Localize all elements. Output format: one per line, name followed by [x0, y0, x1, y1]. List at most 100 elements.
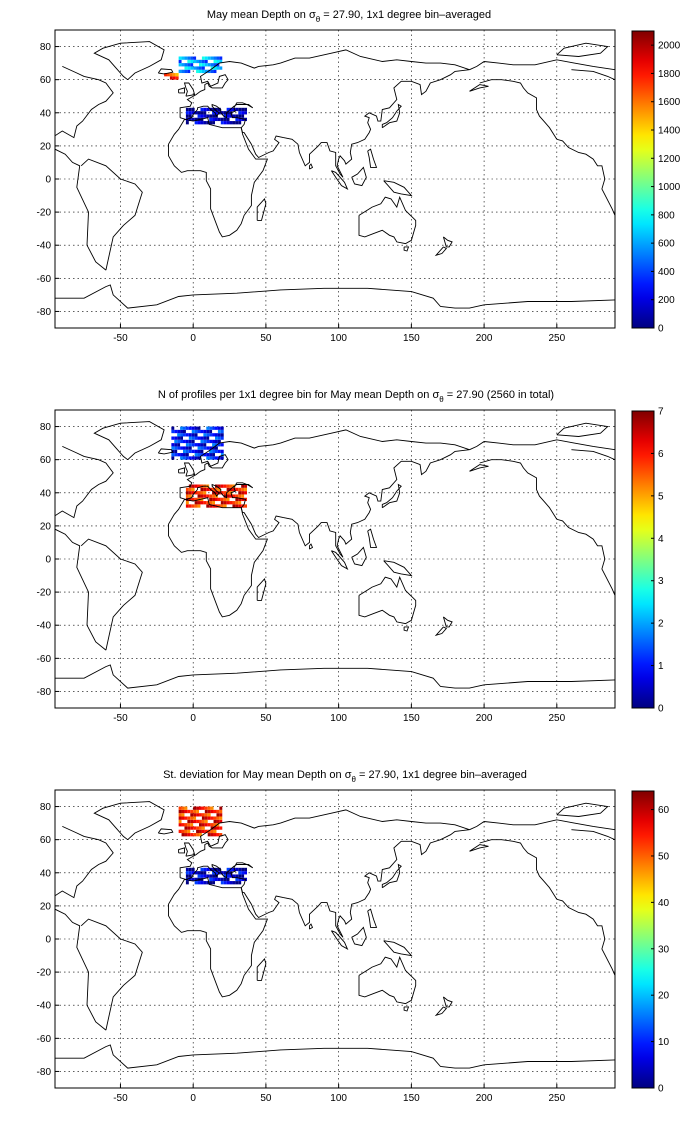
data-cell: [216, 819, 220, 824]
colorbar-tick-label: 0: [658, 324, 664, 335]
data-cell: [197, 881, 201, 885]
data-cell: [200, 443, 204, 447]
data-cell: [215, 433, 218, 437]
data-cell: [197, 436, 201, 440]
title-text: May mean Depth on σ: [207, 9, 316, 21]
data-cell: [212, 443, 215, 447]
data-cell: [226, 117, 230, 122]
data-cell: [232, 874, 236, 878]
data-cell: [187, 819, 191, 824]
coastline: [93, 421, 165, 461]
data-cell: [199, 66, 202, 70]
panel-depth-svg: May mean Depth on σθ = 27.90, 1x1 degree…: [37, 9, 681, 344]
data-cell: [204, 806, 208, 810]
data-cell: [190, 816, 194, 820]
data-cell: [229, 121, 233, 125]
y-tick-label: -40: [37, 1001, 52, 1012]
data-cell: [212, 494, 215, 498]
x-tick-label: 100: [330, 333, 347, 344]
data-cell: [220, 433, 224, 437]
x-tick-label: 0: [190, 333, 196, 344]
data-cell: [187, 56, 191, 60]
data-cell: [185, 439, 189, 444]
data-cell: [197, 491, 201, 495]
data-cell: [219, 833, 223, 837]
data-cell: [185, 881, 189, 885]
y-tick-label: 80: [40, 422, 52, 433]
data-cell: [207, 809, 211, 814]
coastline: [309, 923, 314, 930]
data-cell: [209, 494, 213, 498]
data-cell: [203, 114, 207, 118]
coastline: [157, 828, 174, 835]
data-cell: [183, 426, 186, 430]
panel-stdev-svg: St. deviation for May mean Depth on σθ =…: [37, 769, 670, 1104]
data-cell: [212, 439, 215, 444]
data-cell: [212, 504, 215, 508]
data-cell: [177, 433, 181, 437]
y-tick-label: 60: [40, 75, 52, 86]
coastline: [403, 626, 410, 632]
data-cell: [171, 456, 175, 460]
data-cell: [206, 121, 210, 125]
data-cell: [200, 491, 204, 495]
data-cell: [223, 111, 227, 115]
y-tick-label: -20: [37, 588, 52, 599]
data-cell: [235, 877, 239, 882]
data-cell: [187, 59, 191, 64]
colorbar-tick-label: 400: [658, 267, 675, 278]
data-cell: [217, 436, 221, 440]
data-cell: [204, 829, 208, 834]
data-cell: [185, 494, 189, 498]
colorbar: 7 6 5 4 3 2 1 0: [631, 407, 664, 715]
data-cell: [219, 59, 223, 64]
data-cell: [178, 809, 182, 814]
data-cell: [232, 487, 236, 492]
data-cell: [188, 487, 192, 492]
data-cell: [232, 494, 236, 498]
coastline: [178, 87, 185, 94]
data-cell: [185, 107, 189, 112]
title-text: St. deviation for May mean Depth on σ: [163, 769, 352, 781]
coastline: [183, 82, 196, 97]
coastline: [168, 497, 269, 618]
data-cell: [219, 813, 223, 817]
colorbar-tick-label: 30: [658, 944, 670, 955]
coastline: [309, 163, 314, 170]
data-cell: [215, 877, 218, 882]
data-cell: [203, 867, 207, 872]
data-cell: [194, 436, 198, 440]
data-cell: [191, 426, 195, 430]
data-cell: [191, 504, 195, 508]
coastline: [256, 197, 267, 221]
data-cell: [197, 871, 201, 875]
data-cell: [188, 443, 192, 447]
data-cell: [212, 453, 215, 457]
data-cell: [194, 429, 198, 434]
data-cell: [204, 56, 208, 60]
coastline: [434, 246, 448, 257]
data-cell: [201, 63, 205, 67]
data-cell: [209, 501, 213, 505]
coastline: [55, 664, 615, 689]
data-cell: [191, 877, 195, 882]
map-content: [55, 30, 615, 328]
data-cell: [181, 806, 185, 810]
data-cell: [184, 69, 188, 74]
data-cell: [220, 429, 224, 434]
data-cell: [201, 813, 205, 817]
data-cell: [215, 487, 218, 492]
data-cell: [197, 453, 201, 457]
data-cell: [200, 871, 204, 875]
data-cell: [244, 484, 247, 488]
data-cell: [184, 816, 188, 820]
data-cell: [223, 871, 227, 875]
data-cell: [177, 446, 181, 450]
data-cell: [241, 111, 245, 115]
data-cell: [188, 504, 192, 508]
data-cell: [196, 66, 199, 70]
data-cell: [220, 426, 224, 430]
data-cell: [241, 487, 245, 492]
data-cell: [191, 449, 195, 454]
